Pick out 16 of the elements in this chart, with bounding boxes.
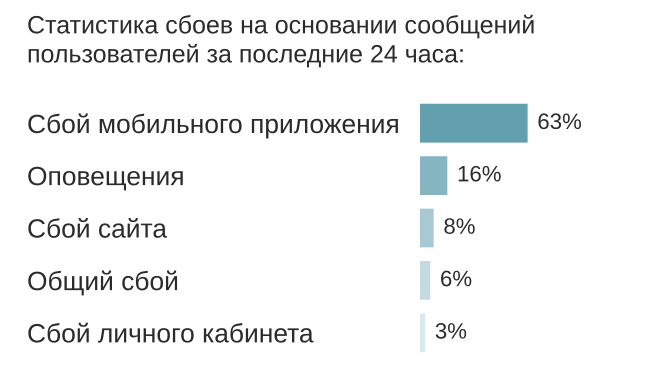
chart-title: Статистика сбоев на основании сообщений пользователей за последние 24 часа: (28, 14, 534, 68)
data-label: 63% (538, 113, 582, 130)
data-label: 8% (444, 218, 475, 234)
y-tick-label: Сбой сайта (28, 218, 167, 238)
y-tick-label: Оповещения (28, 166, 183, 190)
y-tick-label: Общий сбой (28, 270, 178, 296)
y-tick-label: Сбой мобильного приложения (28, 113, 398, 138)
bar (420, 261, 430, 300)
y-tick-label: Сбой личного кабинета (28, 322, 314, 343)
data-label: 6% (441, 270, 472, 286)
data-label: 16% (458, 166, 501, 182)
bar (420, 156, 448, 195)
bar (420, 208, 434, 248)
bar (420, 104, 528, 143)
data-label: 3% (436, 323, 466, 339)
bar (420, 313, 426, 352)
